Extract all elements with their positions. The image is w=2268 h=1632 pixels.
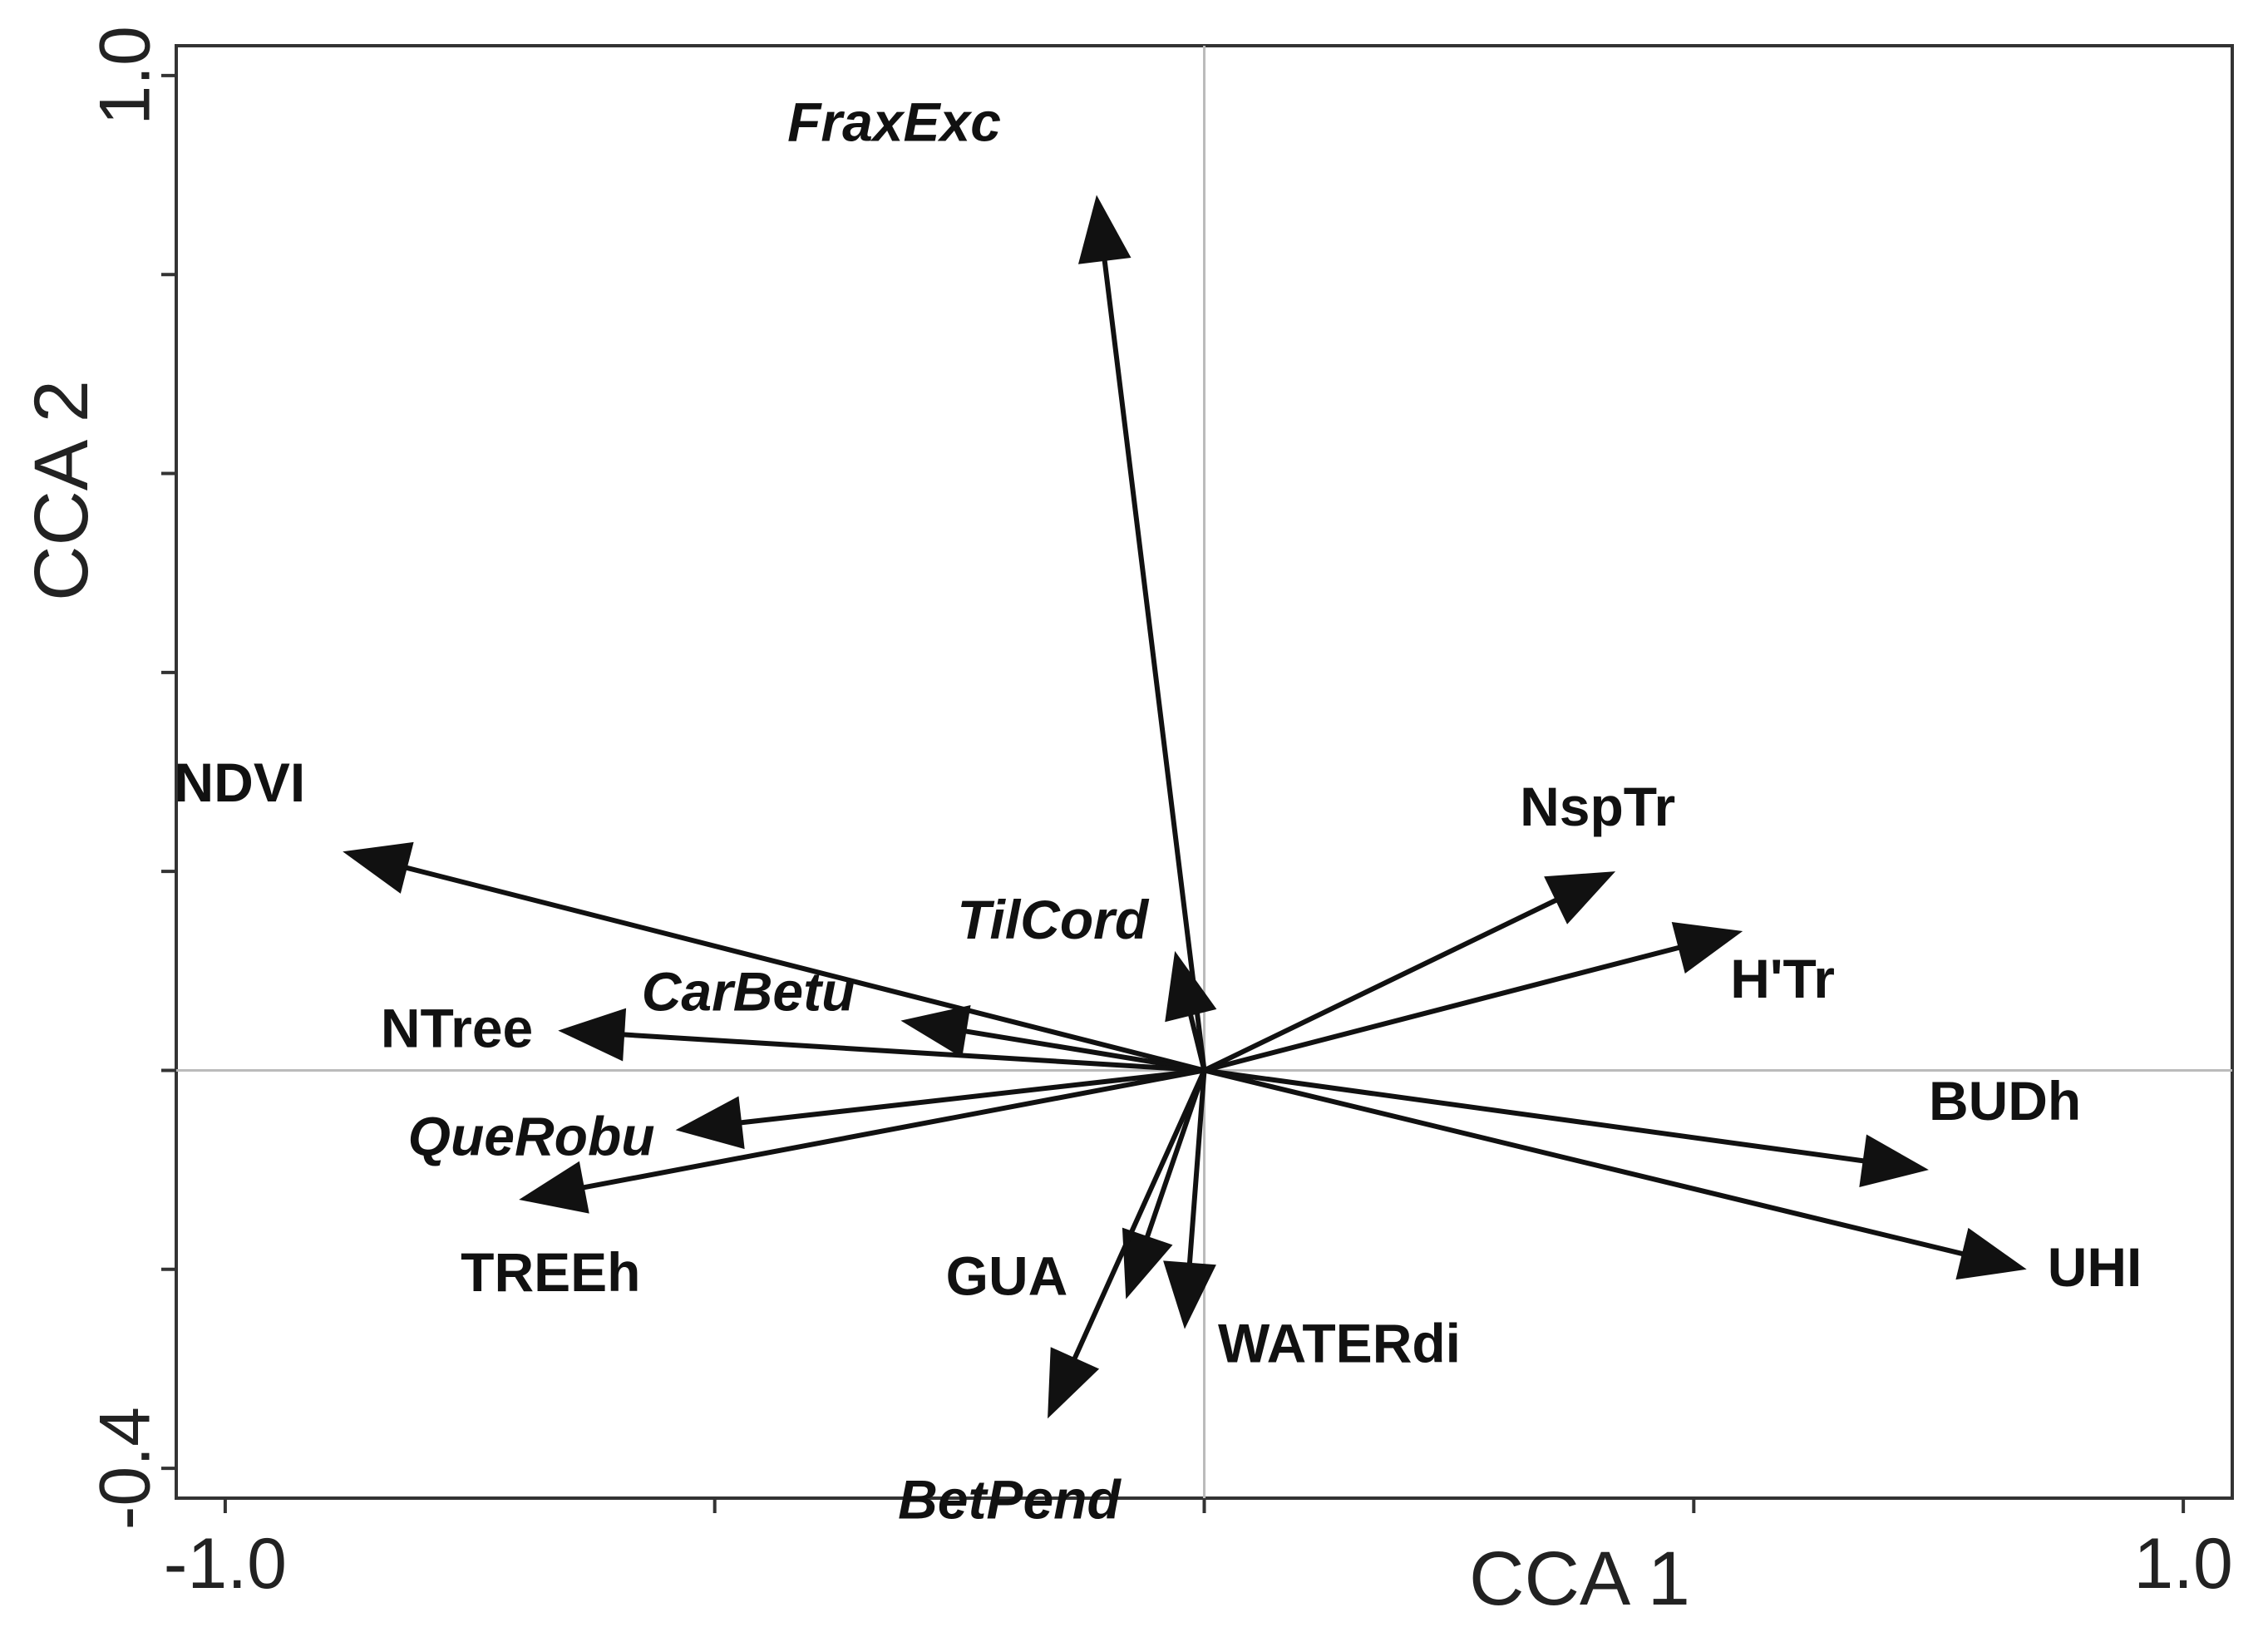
- x-tick-label: -1.0: [164, 1524, 287, 1604]
- y-tick-label: 1.0: [86, 26, 165, 126]
- vector-gua: [1145, 1067, 1207, 1239]
- arrowhead-betpend: [1048, 1347, 1100, 1419]
- label-carbetu: CarBetu: [642, 961, 855, 1023]
- arrowhead-budh: [1859, 1134, 1929, 1187]
- label-uhi: UHI: [2048, 1236, 2142, 1298]
- label-betpend: BetPend: [898, 1468, 1122, 1530]
- label-fraxexc: FraxExc: [787, 91, 1001, 152]
- x-tick-label: 1.0: [2133, 1524, 2233, 1604]
- vector-carbetu: [964, 1028, 1207, 1073]
- vector-budh: [1201, 1067, 1866, 1164]
- label-budh: BUDh: [1929, 1070, 2081, 1132]
- vector-querobu: [739, 1067, 1207, 1126]
- vector-ntree: [622, 1032, 1207, 1073]
- y-tick-label: -0.4: [86, 1407, 165, 1530]
- biplot-vectors: [343, 195, 2027, 1419]
- label-nsptr: NspTr: [1520, 776, 1675, 837]
- vector-htr: [1201, 944, 1681, 1073]
- arrowhead-uhi: [1955, 1227, 2027, 1280]
- arrowhead-gua: [1122, 1227, 1173, 1299]
- arrowhead-nsptr: [1544, 871, 1616, 924]
- vector-labels: FraxExc TilCord NDVI CarBetu NTree QueRobu TRE…: [175, 91, 2142, 1530]
- label-ndvi: NDVI: [175, 752, 306, 813]
- y-axis-title: CCA 2: [19, 380, 104, 601]
- arrowhead-ndvi: [343, 841, 414, 894]
- arrowhead-carbetu: [900, 1005, 971, 1058]
- arrowhead-tilcord: [1165, 950, 1217, 1023]
- arrowhead-htr: [1671, 922, 1743, 974]
- label-querobu: QueRobu: [408, 1105, 655, 1166]
- tick-labels: -1.0 1.0 1.0 -0.4: [86, 26, 2233, 1604]
- arrowhead-ntree: [558, 1008, 627, 1062]
- axis-ticks: [161, 73, 2186, 1513]
- vector-nsptr: [1201, 898, 1559, 1073]
- label-tilcord: TilCord: [957, 889, 1149, 950]
- arrowhead-treeh: [519, 1161, 589, 1214]
- arrowhead-waterdi: [1163, 1260, 1216, 1329]
- label-treeh: TREEh: [461, 1241, 640, 1303]
- x-axis-title: CCA 1: [1469, 1536, 1690, 1621]
- label-ntree: NTree: [381, 998, 533, 1059]
- label-htr: H'Tr: [1730, 948, 1835, 1009]
- vector-ndvi: [404, 865, 1207, 1073]
- arrowhead-fraxexc: [1077, 195, 1132, 264]
- vector-betpend: [1072, 1067, 1207, 1361]
- arrowhead-querobu: [675, 1096, 745, 1150]
- vector-treeh: [581, 1067, 1207, 1191]
- label-gua: GUA: [946, 1245, 1068, 1307]
- vector-tilcord: [1188, 1013, 1207, 1073]
- label-waterdi: WATERdi: [1218, 1313, 1461, 1374]
- vector-fraxexc: [1102, 258, 1207, 1073]
- vector-uhi: [1201, 1067, 1965, 1256]
- vector-waterdi: [1186, 1067, 1207, 1265]
